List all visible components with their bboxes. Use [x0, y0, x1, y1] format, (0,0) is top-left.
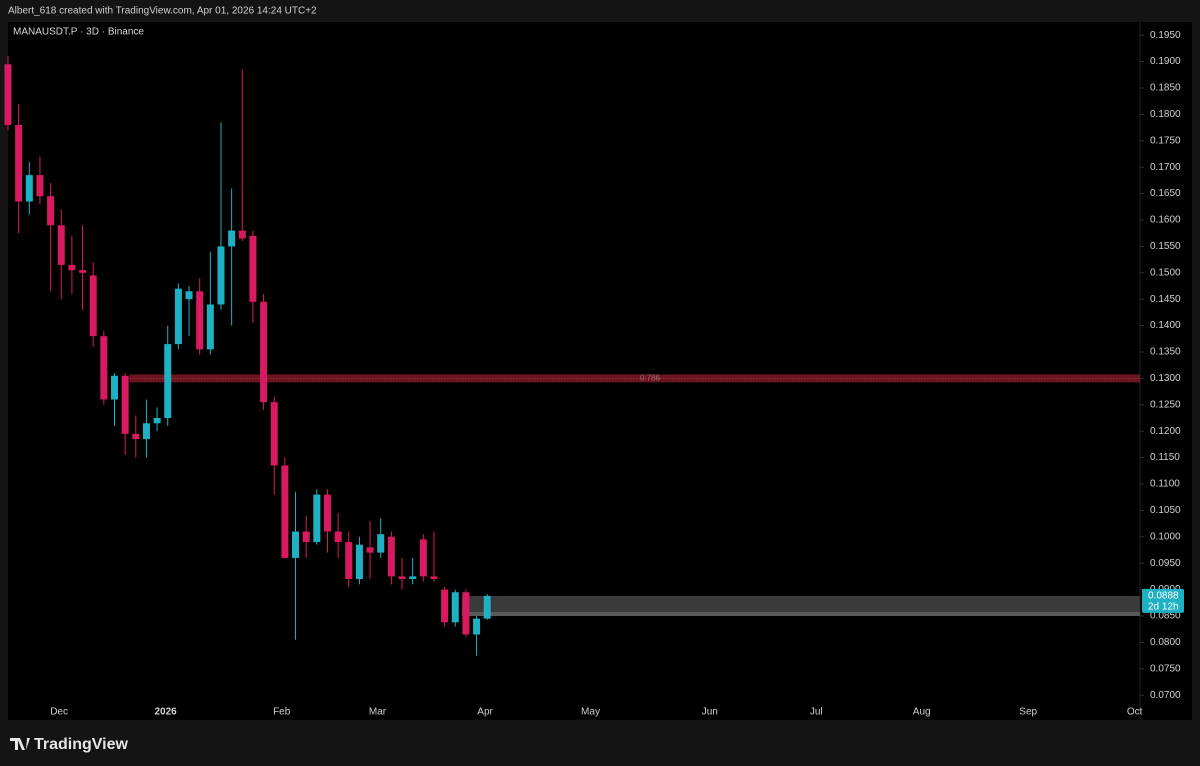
y-tick-label: 0.0700 — [1150, 690, 1181, 701]
candle-body — [281, 465, 289, 558]
y-tick-label: 0.1950 — [1150, 30, 1181, 41]
x-tick-label: Sep — [1019, 707, 1037, 718]
candle-body — [366, 547, 374, 553]
candle-body — [228, 230, 236, 247]
logo: TradingView — [10, 736, 129, 753]
y-tick-label: 0.1300 — [1150, 373, 1181, 384]
header: Albert_618 created with TradingView.com,… — [8, 6, 317, 17]
candle-body — [100, 336, 108, 400]
brand: TradingView — [34, 736, 129, 753]
candle-body — [419, 539, 427, 577]
y-tick-label: 0.1200 — [1150, 426, 1181, 437]
logo-mark — [10, 738, 30, 750]
y-tick-label: 0.1350 — [1150, 347, 1181, 358]
y-tick-label: 0.1750 — [1150, 135, 1181, 146]
y-tick-label: 0.1400 — [1150, 320, 1181, 331]
x-tick-label: 2026 — [154, 707, 177, 718]
candle-body — [164, 344, 172, 418]
y-tick-label: 0.0800 — [1150, 637, 1181, 648]
candle-body — [47, 196, 55, 226]
level-band — [129, 374, 1141, 383]
x-tick-label: Jul — [810, 707, 823, 718]
candle-body — [430, 576, 438, 580]
x-tick-label: Dec — [50, 707, 68, 718]
candle-body — [57, 225, 65, 265]
y-tick-label: 0.1650 — [1150, 188, 1181, 199]
level-label: 0.786 — [640, 374, 661, 383]
y-tick-label: 0.1150 — [1150, 452, 1180, 463]
candle-body — [217, 246, 225, 305]
x-tick-label: Feb — [273, 707, 291, 718]
candle-body — [110, 375, 118, 400]
candle-body — [185, 291, 193, 300]
candle-body — [483, 595, 491, 619]
candle-body — [206, 304, 214, 350]
candle-body — [355, 544, 363, 580]
candle-body — [89, 275, 97, 337]
y-tick-label: 0.0950 — [1150, 558, 1181, 569]
candle-body — [334, 531, 342, 543]
candle-body — [387, 536, 395, 577]
candle-body — [441, 589, 449, 623]
y-tick-label: 0.1900 — [1150, 56, 1181, 67]
candle-body — [68, 264, 76, 271]
y-tick-label: 0.1800 — [1150, 109, 1181, 120]
candle-body — [238, 230, 246, 239]
candle-body — [142, 423, 150, 440]
candle-body — [313, 494, 321, 543]
y-tick-label: 0.1250 — [1150, 399, 1181, 410]
candle-body — [473, 618, 481, 635]
price-label: 0.0888 — [1148, 591, 1179, 602]
candle-body — [4, 64, 12, 125]
zone — [461, 595, 1140, 616]
x-tick-label: Aug — [913, 707, 931, 718]
candle-body — [377, 534, 385, 553]
candle-body — [153, 417, 161, 424]
y-tick-label: 0.1450 — [1150, 294, 1181, 305]
x-tick-label: Jun — [702, 707, 718, 718]
y-tick-label: 0.0750 — [1150, 663, 1181, 674]
candle-body — [121, 375, 129, 434]
y-tick-label: 0.1000 — [1150, 531, 1181, 542]
candle-body — [196, 291, 204, 350]
candle-body — [249, 235, 257, 302]
y-tick-label: 0.1600 — [1150, 215, 1181, 226]
candle-body — [36, 175, 44, 197]
candle-body — [451, 592, 459, 623]
candle-body — [462, 592, 470, 635]
y-tick-label: 0.1700 — [1150, 162, 1181, 173]
y-tick-label: 0.1100 — [1150, 479, 1180, 490]
countdown: 2d 12h — [1148, 602, 1179, 613]
price-label-bg — [1142, 588, 1184, 613]
candle-body — [345, 542, 353, 580]
x-tick-label: Oct — [1127, 707, 1143, 718]
candle-body — [292, 531, 300, 558]
y-tick-label: 0.1550 — [1150, 241, 1181, 252]
candle-body — [79, 270, 87, 273]
candle-body — [260, 301, 268, 403]
candle-body — [25, 175, 33, 202]
candle-body — [270, 402, 278, 466]
candle-body — [323, 494, 331, 532]
x-tick-label: Mar — [369, 707, 387, 718]
candle-body — [15, 124, 23, 202]
y-tick-label: 0.1850 — [1150, 83, 1181, 94]
candle-body — [132, 433, 140, 440]
candle-body — [302, 531, 310, 543]
y-tick-label: 0.1050 — [1150, 505, 1181, 516]
x-tick-label: May — [581, 707, 600, 718]
candle-body — [398, 576, 406, 580]
candle-body — [174, 288, 182, 345]
x-tick-label: Apr — [477, 707, 493, 718]
candle-body — [409, 576, 417, 580]
y-tick-label: 0.0850 — [1150, 611, 1181, 622]
chart-title: MANAUSDT.P · 3D · Binance — [13, 27, 144, 38]
y-tick-label: 0.1500 — [1150, 267, 1181, 278]
zone-edge — [461, 611, 1140, 616]
